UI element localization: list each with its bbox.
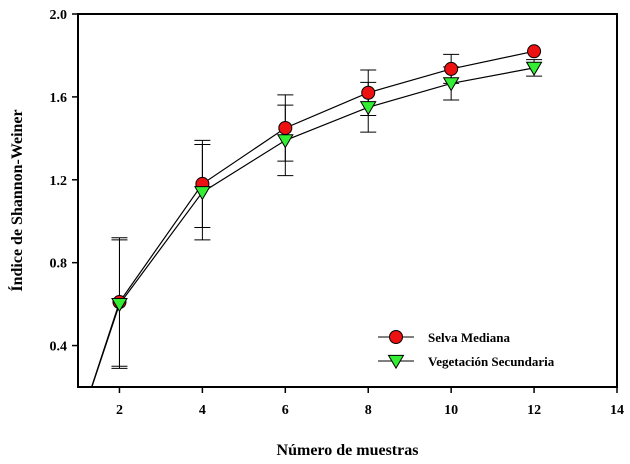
- x-tick-label: 6: [282, 403, 289, 418]
- y-tick-label: 1.6: [50, 91, 68, 106]
- y-tick-label: 0.4: [50, 340, 68, 355]
- x-tick-label: 8: [365, 403, 372, 418]
- legend: Selva Mediana Vegetación Secundaria: [378, 330, 555, 370]
- x-tick-label: 4: [199, 403, 206, 418]
- point-1: [525, 61, 543, 76]
- y-tick-label: 1.2: [50, 174, 68, 189]
- series-line-0: [90, 50, 535, 387]
- y-tick-label: 2.0: [50, 8, 68, 23]
- point-0: [361, 85, 376, 100]
- legend-label-selva-mediana: Selva Mediana: [428, 330, 510, 345]
- y-axis-label: Índice de Shannon-Weiner: [7, 109, 26, 291]
- x-tick-label: 10: [444, 403, 458, 418]
- legend-label-vegetacion-secundaria: Vegetación Secundaria: [428, 354, 555, 369]
- series-layer: [90, 44, 543, 387]
- point-1: [194, 186, 211, 201]
- x-axis-label: Número de muestras: [277, 442, 419, 459]
- legend-marker-vegetacion-secundaria: [387, 354, 405, 370]
- point-0: [527, 44, 542, 59]
- axis-ticks: 2 4 6 8 10 12 14 0.4 0.8 1.2 1.6 2.0: [50, 8, 625, 418]
- x-tick-label: 14: [610, 403, 624, 418]
- x-tick-label: 12: [527, 403, 541, 418]
- point-1: [111, 297, 128, 313]
- series-line-1: [91, 67, 535, 387]
- point-1: [276, 134, 294, 149]
- point-1: [442, 77, 460, 92]
- legend-marker-selva-mediana: [389, 330, 403, 344]
- point-0: [444, 61, 459, 76]
- y-tick-label: 0.8: [50, 257, 68, 272]
- x-tick-label: 2: [116, 403, 123, 418]
- plot-frame: [77, 13, 618, 388]
- series-clip-group: [90, 50, 543, 387]
- point-1: [359, 101, 377, 116]
- point-0: [278, 120, 293, 135]
